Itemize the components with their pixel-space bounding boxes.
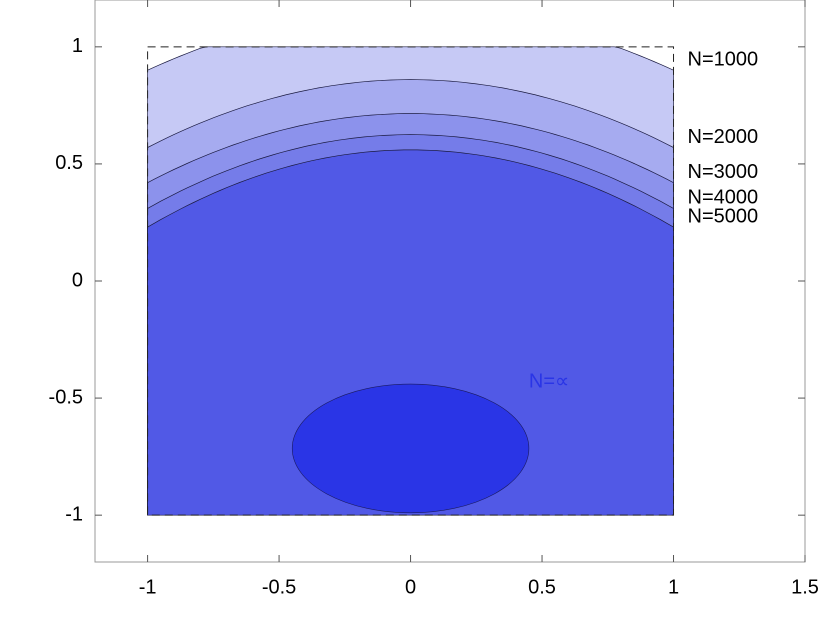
y-tick-label: 1 [72,35,83,57]
region-label: N=5000 [688,205,759,227]
x-tick-label: 1.5 [791,576,819,598]
x-tick-label: -0.5 [262,576,296,598]
y-tick-label: 0.5 [55,152,83,174]
region-label: N=2000 [688,126,759,148]
x-tick-label: 1 [668,576,679,598]
y-tick-label: 0 [72,269,83,291]
x-tick-label: 0 [405,576,416,598]
y-tick-label: -0.5 [49,386,83,408]
x-tick-label: -1 [139,576,157,598]
x-tick-label: 0.5 [528,576,556,598]
y-tick-label: -1 [65,503,83,525]
ellipse-region [291,383,530,514]
region-label: N=3000 [688,161,759,183]
region-label: N=1000 [688,49,759,71]
region [147,149,674,516]
region-label: N=4000 [688,187,759,209]
ellipse-label: N=∝ [529,370,569,392]
domain-boundary [147,46,675,516]
